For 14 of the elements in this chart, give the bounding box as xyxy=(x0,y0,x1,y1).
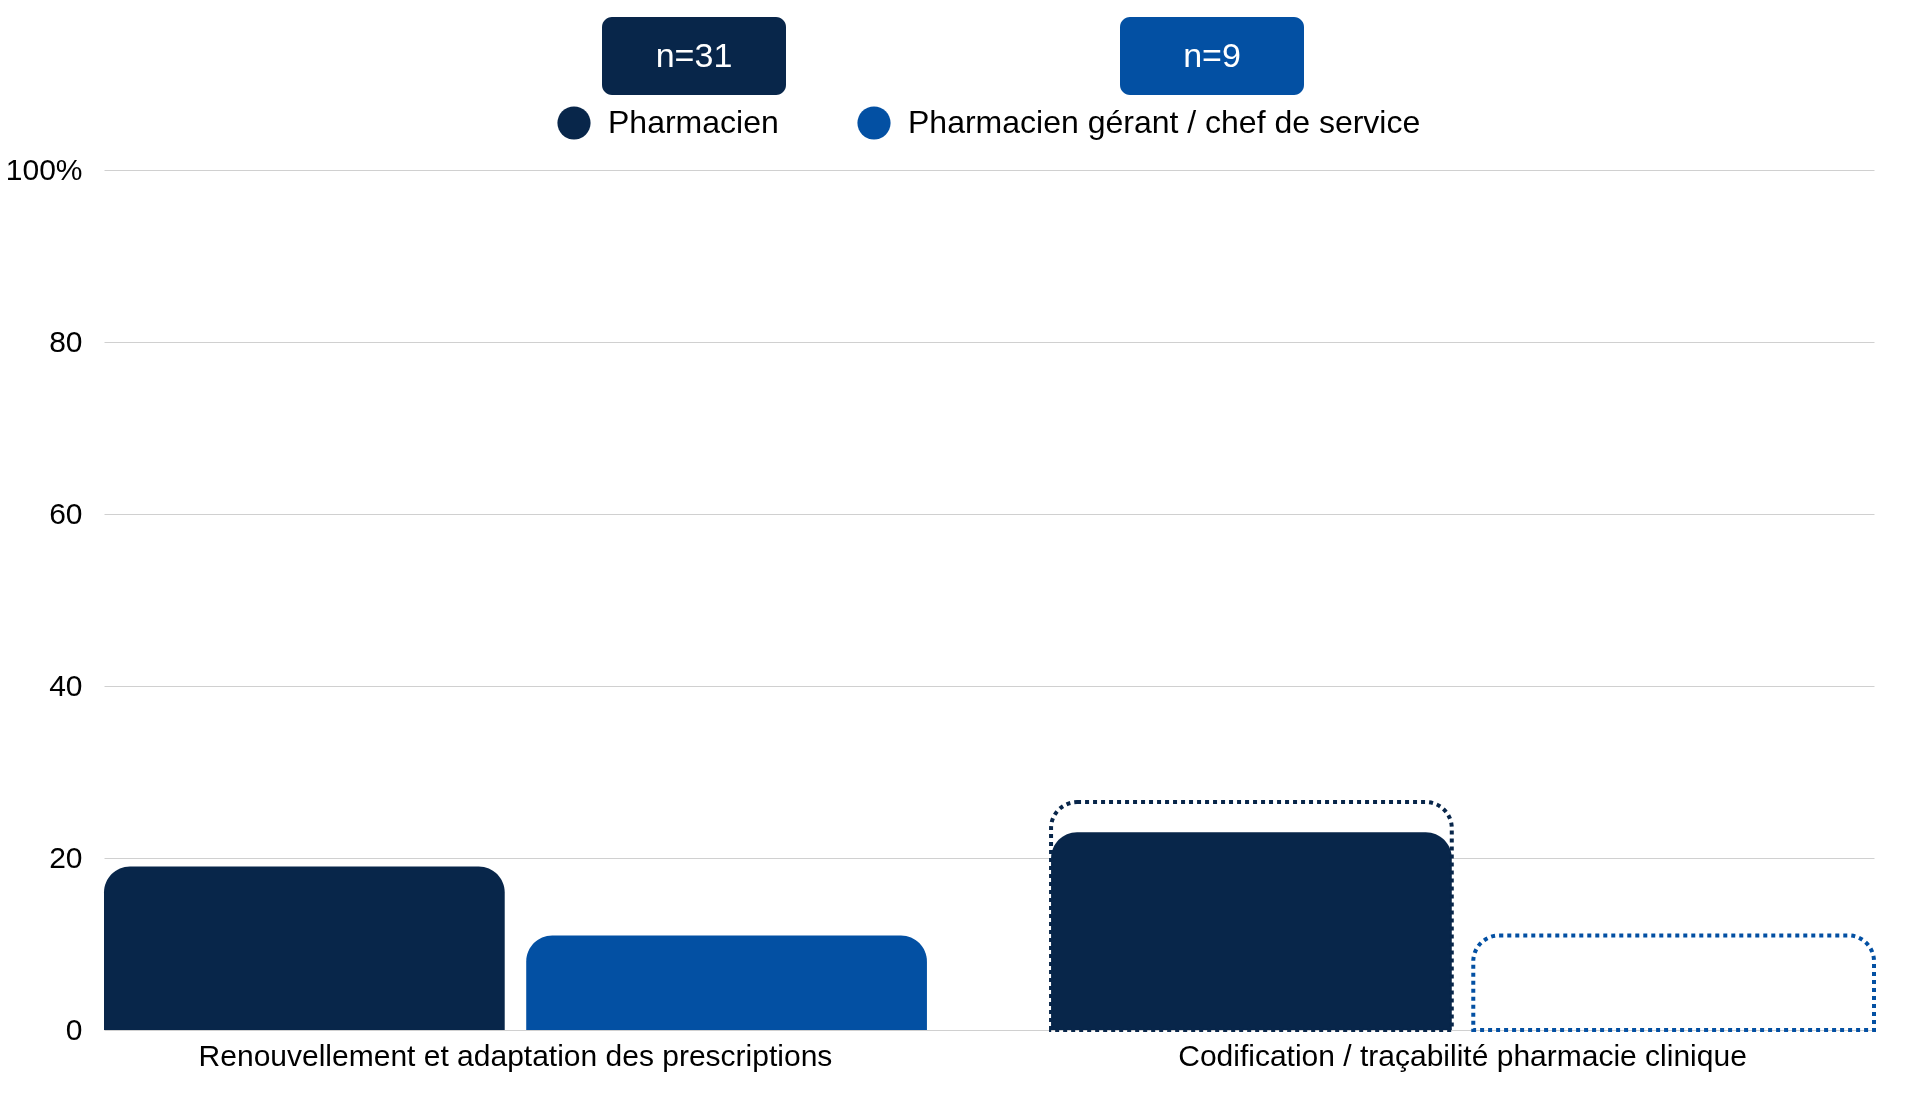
legend-label: Pharmacien xyxy=(608,104,779,140)
y-tick-label: 80 xyxy=(49,324,83,358)
bar xyxy=(104,866,505,1030)
x-tick-label: Renouvellement et adaptation des prescriptions xyxy=(198,1039,833,1072)
y-tick-label: 20 xyxy=(49,840,83,874)
text: n=31 xyxy=(655,36,733,74)
text: n=9 xyxy=(1183,36,1241,74)
y-tick-label: 100% xyxy=(5,152,83,186)
bar xyxy=(526,935,927,1030)
y-tick-label: 40 xyxy=(49,668,83,702)
legend-label: Pharmacien gérant / chef de service xyxy=(908,104,1421,140)
x-tick-label: Codification / traçabilité pharmacie clinique xyxy=(1178,1039,1747,1072)
y-tick-label: 60 xyxy=(49,496,83,530)
y-tick-label: 0 xyxy=(65,1012,83,1046)
